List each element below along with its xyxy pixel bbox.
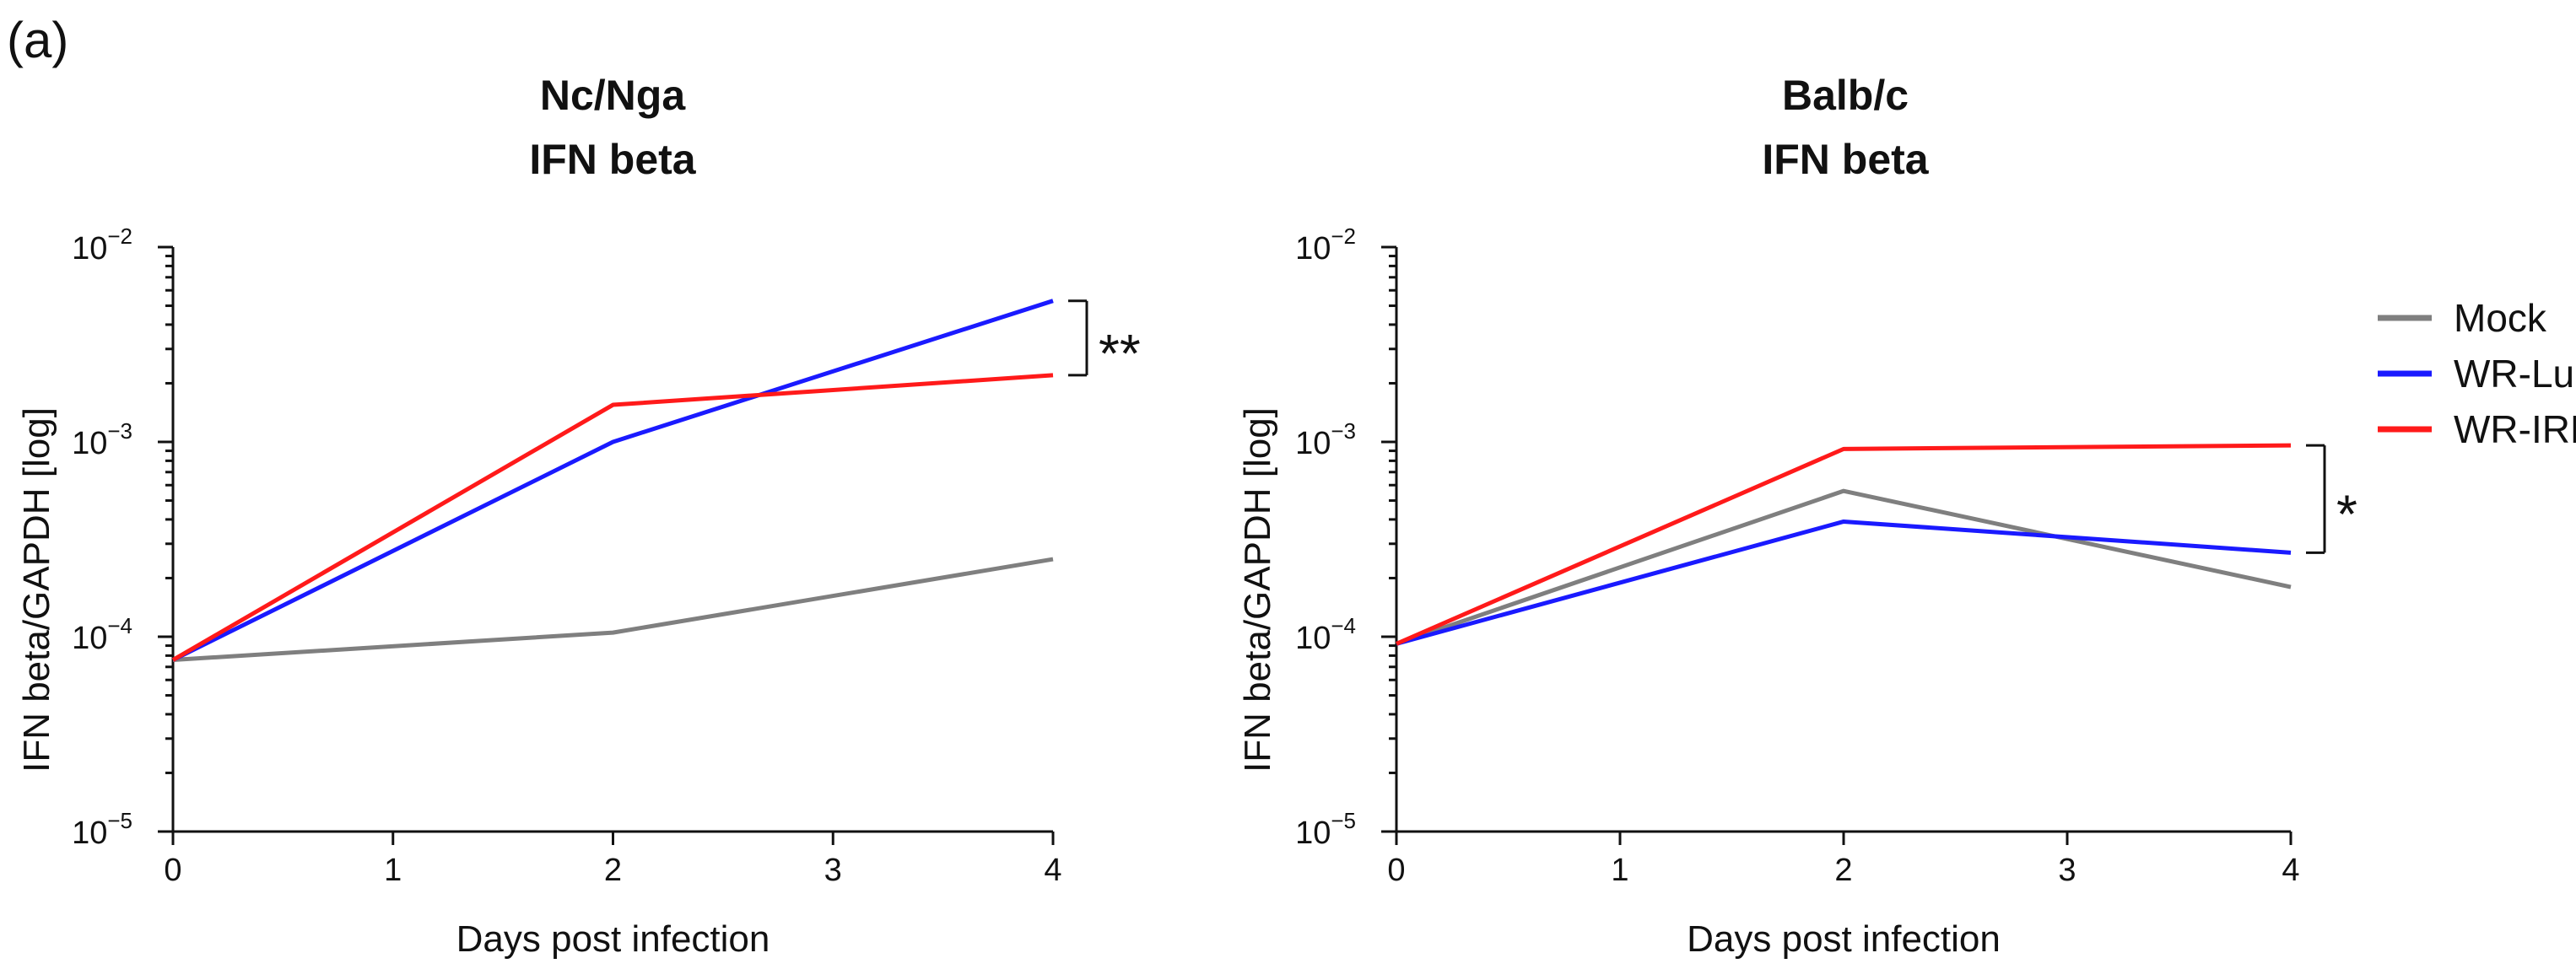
series-line-wr-luc [171, 299, 1054, 662]
y-tick-label: 10−5 [1295, 808, 1356, 851]
y-tick-label: 10−4 [72, 613, 132, 656]
significance-label: ** [1099, 323, 1141, 384]
panel-label: (a) [7, 12, 68, 68]
chart-title-line: IFN beta [1762, 136, 1929, 183]
series-line-wr-luc [1396, 519, 2292, 646]
legend-label: Mock [2454, 296, 2547, 340]
y-tick-label: 10−3 [72, 418, 132, 461]
y-axis-label: IFN beta/GAPDH [log] [16, 407, 57, 773]
chart-title-line: Balb/c [1782, 72, 1909, 119]
y-tick-label: 10−5 [72, 808, 132, 851]
x-tick-label: 2 [604, 853, 622, 888]
x-tick-label: 3 [824, 853, 842, 888]
y-axis-label: IFN beta/GAPDH [log] [1237, 407, 1278, 773]
x-tick-label: 4 [1044, 853, 1061, 888]
x-tick-label: 4 [2282, 853, 2299, 888]
series-line-wr-irf3 [171, 373, 1054, 662]
x-tick-label: 0 [164, 853, 181, 888]
legend-label: WR-IRF3 [2454, 407, 2576, 451]
x-tick-label: 1 [384, 853, 402, 888]
legend: Mock WR-Luc WR-IRF3 [2378, 296, 2576, 451]
x-axis-label: Days post infection [1687, 918, 2001, 960]
series-line-mock [172, 557, 1054, 663]
series-line-wr-irf3 [1396, 443, 2292, 646]
x-axis-label: Days post infection [456, 918, 770, 960]
series-line-mock [1396, 488, 2292, 646]
chart-title-line: Nc/Nga [540, 72, 686, 119]
chart-panel-1: Nc/Nga IFN beta 0 1 2 3 4 10−5 10−4 10−3 10−2 Days … [16, 72, 1141, 960]
y-tick-label: 10−2 [1295, 223, 1356, 266]
x-tick-label: 1 [1611, 853, 1628, 888]
y-tick-label: 10−4 [1295, 613, 1356, 656]
y-tick-label: 10−2 [72, 223, 132, 266]
x-tick-label: 2 [1834, 853, 1852, 888]
y-tick-label: 10−3 [1295, 418, 1356, 461]
chart-panel-2: Balb/c IFN beta 0 1 2 3 4 10−5 10−4 10−3 10−2 Days … [1237, 72, 2357, 960]
significance-label: * [2336, 484, 2357, 545]
legend-label: WR-Luc [2454, 352, 2576, 396]
chart-title-line: IFN beta [529, 136, 696, 183]
x-tick-label: 0 [1387, 853, 1405, 888]
x-tick-label: 3 [2058, 853, 2076, 888]
